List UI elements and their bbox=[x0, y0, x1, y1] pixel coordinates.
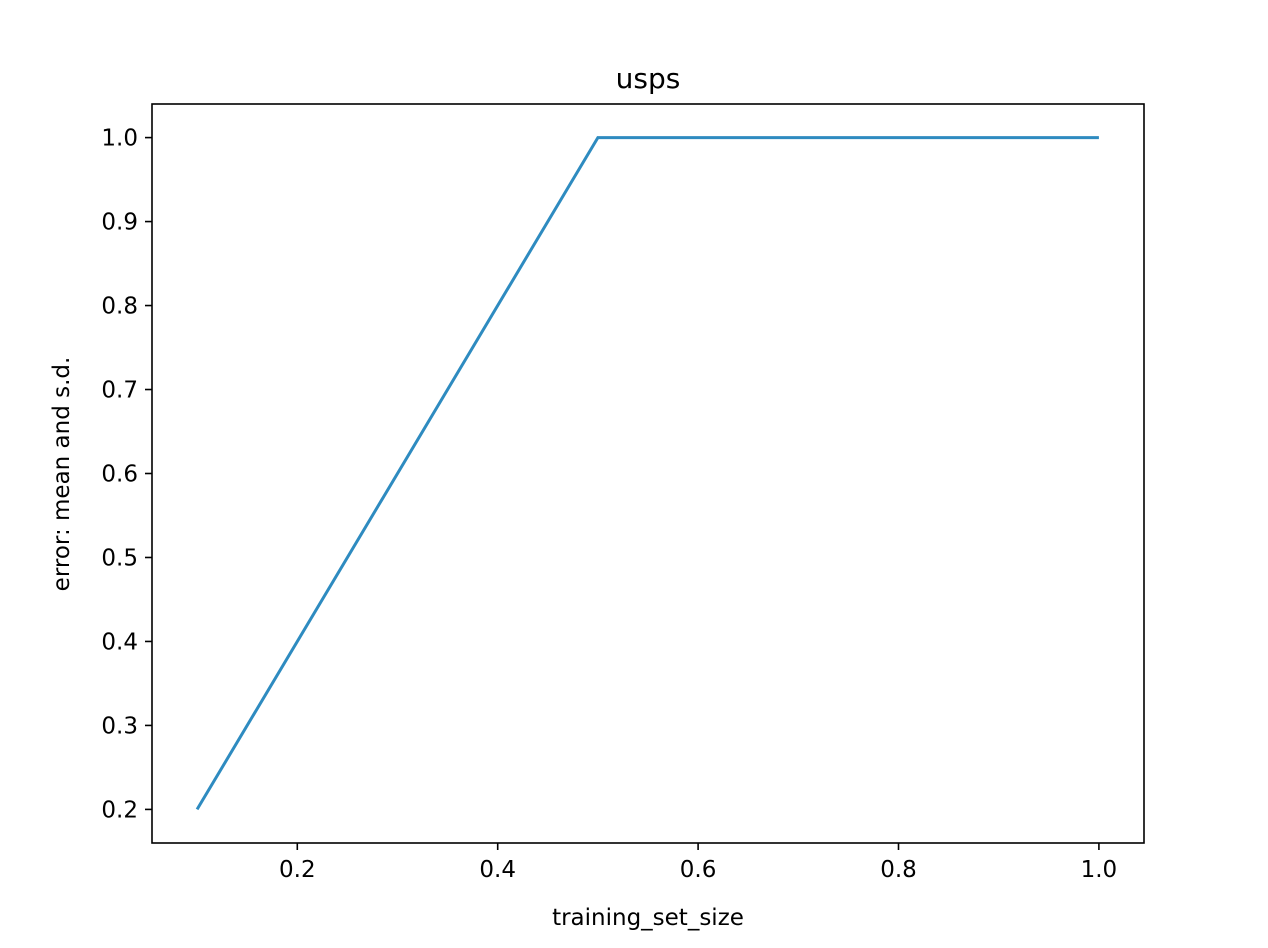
y-axis-ticks: 0.2 0.3 0.4 0.5 0.6 0.7 0.8 0.9 1.0 bbox=[101, 126, 152, 823]
x-axis-title: training_set_size bbox=[552, 905, 744, 931]
series-line-1 bbox=[195, 136, 1099, 811]
y-tick-label: 0.8 bbox=[101, 294, 138, 320]
x-tick-label: 0.2 bbox=[279, 857, 316, 883]
y-tick-label: 0.2 bbox=[101, 797, 138, 823]
y-tick-label: 0.5 bbox=[101, 545, 138, 571]
x-tick-label: 0.6 bbox=[680, 857, 717, 883]
y-tick-label: 0.9 bbox=[101, 210, 138, 236]
y-axis-title: error: mean and s.d. bbox=[49, 357, 75, 592]
x-tick-label: 0.8 bbox=[880, 857, 917, 883]
series-layer bbox=[195, 136, 1099, 811]
y-tick-label: 1.0 bbox=[101, 126, 138, 152]
x-axis-ticks: 0.2 0.4 0.6 0.8 1.0 bbox=[279, 843, 1117, 883]
y-tick-label: 0.7 bbox=[101, 378, 138, 404]
x-tick-label: 1.0 bbox=[1081, 857, 1118, 883]
plot-area bbox=[151, 103, 1145, 844]
chart-title: usps bbox=[616, 62, 681, 95]
x-tick-label: 0.4 bbox=[479, 857, 516, 883]
y-tick-label: 0.4 bbox=[101, 629, 138, 655]
y-tick-label: 0.3 bbox=[101, 713, 138, 739]
plot-frame bbox=[151, 103, 1145, 844]
y-tick-label: 0.6 bbox=[101, 462, 138, 488]
